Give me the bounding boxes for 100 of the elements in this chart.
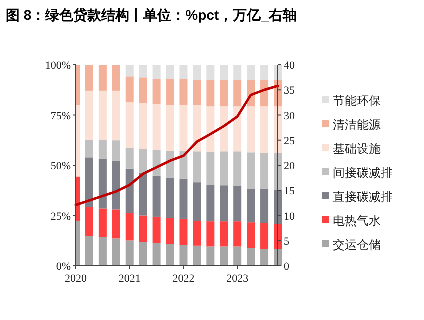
bar	[193, 105, 202, 152]
bar	[193, 65, 202, 80]
bar	[260, 80, 269, 107]
y2-tick-label: 15	[284, 186, 296, 198]
bar	[85, 140, 94, 158]
bar	[126, 76, 134, 103]
bar	[166, 65, 174, 80]
bar	[85, 65, 94, 91]
legend-label: 清洁能源	[333, 118, 381, 132]
y-tick-label: 25%	[50, 210, 71, 223]
bar	[139, 216, 148, 242]
y2-tick-label: 5	[284, 236, 290, 248]
bar	[152, 79, 161, 104]
bar	[193, 246, 202, 266]
bar	[274, 224, 282, 250]
bar	[180, 105, 188, 152]
chart-title: 图 8：绿色贷款结构丨单位：%pct，万亿_右轴	[6, 7, 297, 23]
bar	[112, 140, 120, 162]
bar	[139, 65, 148, 78]
bar	[112, 65, 120, 91]
bar	[139, 149, 148, 174]
bar	[85, 90, 94, 140]
legend-label: 节能环保	[333, 94, 381, 108]
bar	[166, 105, 174, 152]
bar	[220, 246, 228, 266]
bar	[260, 189, 269, 224]
bar	[247, 106, 256, 153]
bar	[139, 173, 148, 216]
bar	[220, 80, 228, 107]
bar	[126, 168, 134, 214]
y2-tick-label: 20	[284, 160, 296, 172]
bar	[260, 65, 269, 80]
bar	[274, 106, 282, 154]
y-tick-label: 100%	[45, 60, 71, 72]
bar	[166, 79, 174, 105]
legend-label: 交运仓储	[333, 238, 381, 252]
bar	[139, 78, 148, 104]
bar	[98, 65, 107, 91]
legend-label: 电热气水	[333, 214, 381, 228]
y2-tick-label: 30	[284, 110, 296, 122]
bar	[166, 218, 174, 244]
bar	[247, 222, 256, 248]
bar	[206, 222, 215, 247]
bar	[234, 152, 242, 186]
bar	[98, 159, 107, 209]
bar	[139, 242, 148, 266]
y2-tick-label: 10	[284, 210, 296, 223]
legend-label: 间接碳减排	[333, 166, 393, 180]
bar	[206, 80, 215, 107]
bar	[152, 216, 161, 244]
bar	[152, 176, 161, 217]
bar	[206, 184, 215, 222]
y2-tick-label: 25	[284, 135, 296, 148]
bar	[180, 178, 188, 219]
x-tick-label: 2022	[172, 273, 195, 285]
bar	[234, 65, 242, 80]
bar	[247, 65, 256, 80]
legend-label: 基础设施	[333, 142, 381, 156]
bar	[234, 186, 242, 222]
bar	[152, 65, 161, 80]
bar	[206, 65, 215, 80]
bar	[260, 223, 269, 250]
bar	[98, 237, 107, 266]
bar	[274, 153, 282, 190]
bar	[247, 152, 256, 190]
bar	[126, 102, 134, 148]
y2-tick-label: 35	[284, 85, 296, 98]
bar	[206, 106, 215, 152]
bar	[220, 152, 228, 186]
bar	[126, 240, 134, 266]
bar	[180, 65, 188, 80]
bar	[260, 106, 269, 154]
bar	[260, 153, 269, 190]
bar	[220, 186, 228, 222]
y-tick-label: 50%	[50, 160, 71, 172]
bar	[234, 222, 242, 247]
bar	[260, 249, 269, 266]
bar	[112, 238, 120, 266]
bar	[85, 207, 94, 236]
bar	[180, 245, 188, 266]
bar	[126, 148, 134, 169]
bar	[180, 79, 188, 105]
bar	[139, 103, 148, 150]
bar	[166, 178, 174, 218]
bar	[112, 210, 120, 239]
bar	[274, 190, 282, 224]
y-tick-label: 75%	[50, 110, 71, 122]
y-tick-label: 0%	[56, 261, 71, 273]
bar	[180, 218, 188, 246]
bar	[247, 189, 256, 223]
bar	[220, 222, 228, 247]
bar	[234, 80, 242, 107]
bar	[247, 248, 256, 266]
y2-tick-label: 40	[284, 60, 296, 72]
x-tick-label: 2021	[118, 273, 141, 285]
bar	[220, 65, 228, 80]
bar	[166, 244, 174, 266]
bar	[98, 208, 107, 238]
bar	[234, 106, 242, 152]
bar	[85, 236, 94, 266]
